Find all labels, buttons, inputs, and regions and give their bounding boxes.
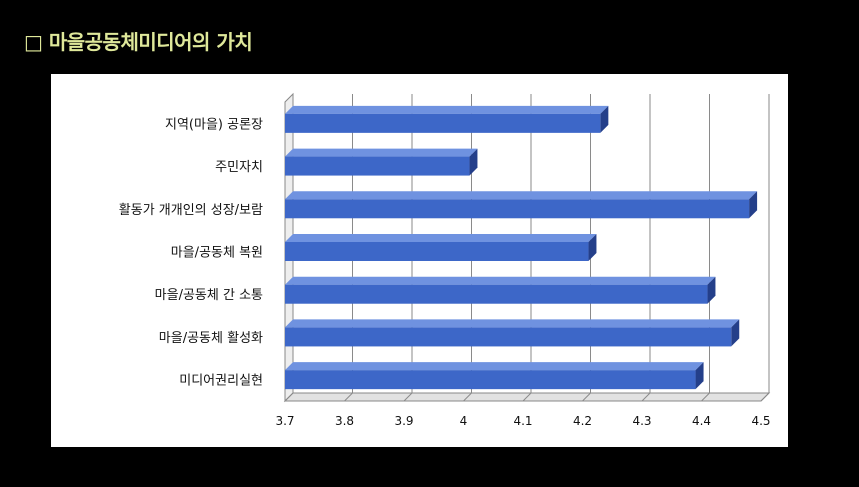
x-tick-label: 3.7: [275, 414, 294, 428]
category-label: 지역(마을) 공론장: [165, 117, 263, 132]
bar-top-face: [285, 105, 609, 114]
bar-layer: [285, 105, 758, 390]
gridline-floor: [641, 392, 651, 402]
x-tick-label: 4: [460, 414, 468, 428]
gridline-floor: [582, 392, 591, 402]
gridline-floor: [701, 392, 710, 402]
bar-chart: 3.7 3.8 3.9 4 4.1 4.2 4.3 4.4 4.5 지역(마을) 공론장주민자치활…: [119, 92, 771, 428]
bar-end-face: [588, 234, 597, 261]
bar-end-face: [469, 148, 478, 176]
bar-end-face: [695, 362, 704, 390]
bar-end-face: [707, 276, 716, 304]
x-tick-label: 4.4: [692, 414, 711, 428]
category-label: 주민자치: [215, 160, 263, 175]
category-label: 활동가 개개인의 성장/보람: [119, 203, 263, 218]
bar: [285, 156, 470, 176]
x-tick-label: 4.3: [632, 414, 651, 428]
bar: [285, 370, 696, 390]
category-label: 마을/공동체 간 소통: [155, 288, 263, 303]
bar-top-face: [285, 234, 597, 242]
gridline-floor: [522, 392, 532, 402]
x-tick-label: 4.5: [751, 414, 770, 428]
bar-top-face: [285, 148, 478, 157]
bar: [285, 327, 732, 347]
x-tick-label: 4.1: [513, 414, 532, 428]
gridline-floor: [284, 392, 294, 402]
slide-title: □ 마을공동체미디어의 가치: [24, 30, 253, 54]
category-label: 마을/공동체 복원: [171, 246, 263, 261]
gridline-floor: [463, 392, 472, 402]
bar-top-face: [285, 191, 758, 200]
category-label: 미디어권리실현: [179, 374, 263, 389]
bar: [285, 199, 750, 219]
bar-top-face: [285, 362, 704, 371]
category-label: 마을/공동체 활성화: [159, 331, 263, 346]
gridline-floor: [403, 392, 413, 402]
bar: [285, 113, 601, 133]
label-layer: 3.7 3.8 3.9 4 4.1 4.2 4.3 4.4 4.5 지역(마을) 공론장주민자치활…: [119, 117, 771, 428]
x-tick-label: 4.2: [573, 414, 592, 428]
bar-top-face: [285, 276, 716, 285]
bar-top-face: [285, 319, 740, 328]
bar: [285, 242, 589, 261]
bar-end-face: [749, 191, 758, 219]
bar-end-face: [731, 319, 740, 347]
x-tick-label: 3.9: [394, 414, 413, 428]
gridline-floor: [344, 392, 353, 402]
bar: [285, 284, 708, 304]
x-tick-label: 3.8: [335, 414, 354, 428]
gridline-floor: [760, 392, 770, 402]
bar-end-face: [600, 105, 609, 133]
